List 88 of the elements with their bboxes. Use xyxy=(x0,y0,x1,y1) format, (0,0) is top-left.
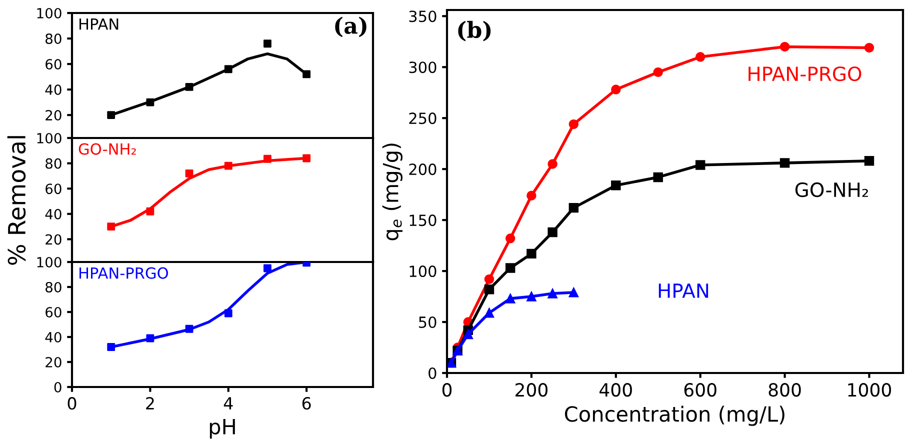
y-tick-label: 0 xyxy=(428,367,436,380)
y-tick-label: 20 xyxy=(46,356,62,368)
point xyxy=(107,343,116,351)
x-tick-label: 800 xyxy=(768,383,801,397)
point xyxy=(264,40,272,48)
point xyxy=(107,111,116,119)
point xyxy=(107,222,116,231)
annotation: (b) xyxy=(458,20,491,42)
y-tick-label: 100 xyxy=(410,266,436,278)
point xyxy=(224,162,232,170)
series-label: GO-NH₂ xyxy=(795,182,868,198)
y-tick-label: 300 xyxy=(409,62,436,74)
y-tick-label: 20 xyxy=(46,110,62,121)
text: HPAN xyxy=(80,18,118,30)
point xyxy=(505,263,516,273)
point xyxy=(611,180,621,190)
series-label: HPAN-PRGO xyxy=(748,66,862,82)
point xyxy=(548,159,558,169)
point xyxy=(526,292,536,302)
point xyxy=(780,158,790,168)
x-tick-label: 200 xyxy=(516,383,548,397)
point xyxy=(505,234,516,244)
point xyxy=(695,52,706,62)
point xyxy=(505,294,516,304)
point xyxy=(526,190,536,200)
y-tick-label: 80 xyxy=(46,33,62,44)
point xyxy=(463,329,473,340)
point xyxy=(146,334,154,342)
y-tick-label: 60 xyxy=(46,184,62,194)
point xyxy=(484,308,494,318)
point xyxy=(146,98,154,106)
point xyxy=(185,83,194,91)
point xyxy=(548,227,558,238)
x-axis-title: pH xyxy=(210,419,235,439)
y-tick-label: 60 xyxy=(46,58,62,70)
point xyxy=(864,42,874,53)
x-tick-label: 6 xyxy=(302,397,311,410)
point xyxy=(695,160,706,170)
point xyxy=(568,202,579,213)
y-tick-label: 60 xyxy=(46,306,62,318)
point xyxy=(484,284,494,294)
point xyxy=(185,169,194,178)
annotation: (a) xyxy=(335,16,366,38)
x-tick-label: 600 xyxy=(684,383,716,397)
point xyxy=(264,264,272,272)
y-tick-label: 350 xyxy=(409,10,436,22)
y-axis-title: % Removal xyxy=(7,136,26,265)
point xyxy=(302,70,310,78)
point xyxy=(780,42,790,52)
point xyxy=(484,274,494,284)
x-tick-label: 1000 xyxy=(848,383,891,397)
y-tick-label: 100 xyxy=(37,8,62,18)
point xyxy=(264,154,272,163)
y-axis-title: q$_{e}$ (mg/g) xyxy=(382,144,402,240)
y-tick-label: 80 xyxy=(46,158,62,169)
x-tick-label: 4 xyxy=(224,397,233,410)
y-tick-label: 40 xyxy=(45,208,62,220)
x-tick-label: 2 xyxy=(146,397,154,410)
y-tick-label: 100 xyxy=(37,132,62,144)
text: GO-NH₂ xyxy=(78,143,136,155)
y-tick-label: 200 xyxy=(409,164,436,176)
x-tick-label: 400 xyxy=(600,383,632,397)
y-tick-label: 40 xyxy=(45,332,62,342)
y-tick-label: 20 xyxy=(46,234,62,245)
y-tick-label: 150 xyxy=(410,214,436,226)
point xyxy=(526,248,536,259)
y-tick-label: 80 xyxy=(46,282,62,292)
text: HPAN-PRGO xyxy=(80,267,168,279)
point xyxy=(653,172,663,182)
point xyxy=(224,65,232,74)
point xyxy=(653,67,663,78)
point xyxy=(611,84,621,94)
point xyxy=(146,207,154,216)
x-axis-title: Concentration (mg/L) xyxy=(564,406,784,426)
text: HPAN xyxy=(658,284,708,298)
x-tick-label: 0 xyxy=(68,397,76,410)
point xyxy=(302,154,310,162)
point xyxy=(864,156,874,166)
y-tick-label: 40 xyxy=(45,84,62,96)
point xyxy=(185,324,194,333)
point xyxy=(568,288,579,298)
y-tick-label: 100 xyxy=(37,256,62,268)
point xyxy=(548,288,558,298)
y-tick-label: 50 xyxy=(419,316,436,328)
x-tick-label: 0 xyxy=(442,383,452,397)
y-tick-label: 250 xyxy=(409,112,436,124)
point xyxy=(224,309,232,318)
point xyxy=(568,119,579,130)
